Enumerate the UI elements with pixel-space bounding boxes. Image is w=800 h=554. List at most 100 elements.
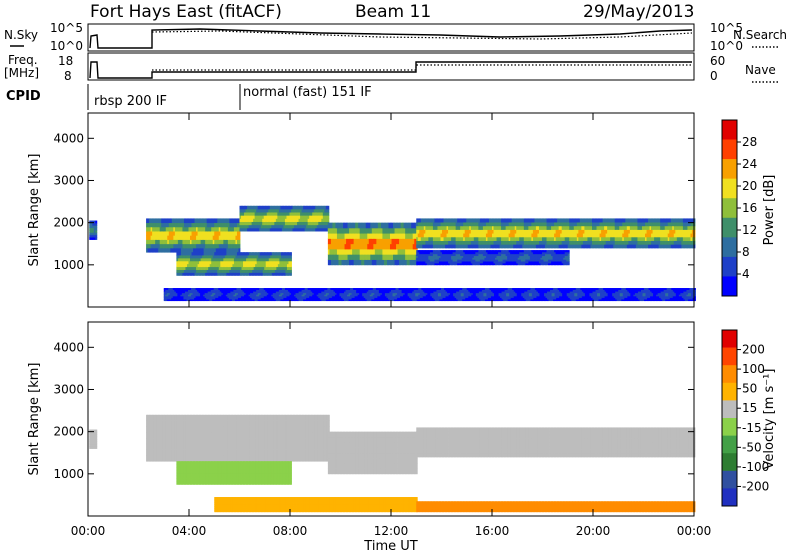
data-cell bbox=[278, 227, 281, 232]
data-cell bbox=[347, 259, 350, 266]
data-cell bbox=[306, 221, 309, 226]
data-cell bbox=[319, 205, 322, 210]
data-cell bbox=[272, 212, 275, 216]
data-cell bbox=[191, 260, 194, 265]
data-cell bbox=[376, 222, 379, 229]
data-cell bbox=[203, 231, 206, 236]
data-cell bbox=[209, 239, 212, 245]
data-cell bbox=[147, 218, 150, 224]
data-cell bbox=[177, 247, 180, 253]
data-cell bbox=[389, 233, 392, 239]
data-cell bbox=[227, 266, 230, 270]
data-cell bbox=[209, 263, 212, 268]
data-cell bbox=[394, 222, 397, 229]
data-cell bbox=[185, 260, 188, 265]
data-cell bbox=[406, 238, 409, 245]
data-cell bbox=[396, 259, 398, 266]
data-cell bbox=[226, 263, 229, 268]
data-cell bbox=[223, 247, 226, 253]
data-cell bbox=[243, 266, 245, 270]
data-cell bbox=[303, 218, 306, 222]
data-cell bbox=[233, 247, 236, 253]
data-cell bbox=[343, 222, 345, 229]
data-cell bbox=[190, 239, 192, 245]
data-cell bbox=[193, 222, 195, 228]
data-cell bbox=[379, 233, 382, 239]
data-cell bbox=[318, 224, 321, 229]
data-cell bbox=[333, 227, 336, 234]
data-cell bbox=[284, 227, 287, 232]
data-cell bbox=[255, 257, 258, 262]
data-cell bbox=[235, 222, 238, 228]
data-cell bbox=[277, 205, 280, 210]
data-cell bbox=[205, 269, 208, 273]
data-cell bbox=[403, 227, 406, 234]
data-cell bbox=[414, 249, 417, 255]
data-cell bbox=[220, 272, 223, 276]
data-cell bbox=[253, 257, 256, 262]
data-cell bbox=[396, 238, 398, 245]
data-cell bbox=[290, 252, 292, 256]
data-cell bbox=[365, 238, 368, 245]
data-cell bbox=[179, 239, 182, 245]
data-cell bbox=[205, 243, 208, 249]
data-cell bbox=[344, 243, 347, 250]
data-cell bbox=[300, 218, 303, 222]
data-cell bbox=[277, 208, 280, 213]
data-cell bbox=[278, 221, 281, 226]
data-cell bbox=[379, 238, 382, 245]
data-cell bbox=[227, 260, 230, 265]
data-cell bbox=[185, 247, 188, 253]
data-cell bbox=[180, 243, 183, 249]
data-cell bbox=[262, 212, 265, 216]
data-cell bbox=[327, 212, 330, 216]
data-cell bbox=[199, 255, 202, 259]
data-cell bbox=[304, 215, 307, 219]
data-cell bbox=[246, 266, 248, 270]
data-cell bbox=[335, 222, 338, 229]
data-cell bbox=[158, 222, 161, 228]
data-cell bbox=[229, 243, 232, 249]
data-cell bbox=[190, 260, 192, 265]
data-cell bbox=[244, 224, 246, 229]
nsky-left-tick-top: 10^5 bbox=[50, 21, 83, 35]
data-cell bbox=[233, 266, 236, 270]
data-cell bbox=[176, 263, 179, 268]
data-cell bbox=[352, 238, 355, 245]
data-cell bbox=[411, 227, 414, 234]
data-cell bbox=[403, 249, 406, 255]
data-cell bbox=[257, 212, 260, 216]
data-cell bbox=[208, 255, 211, 259]
data-cell bbox=[171, 247, 174, 253]
data-cell bbox=[271, 221, 274, 226]
data-cell bbox=[224, 231, 227, 236]
data-cell bbox=[335, 243, 338, 250]
data-cell bbox=[333, 249, 336, 255]
data-cell bbox=[336, 222, 339, 229]
data-cell bbox=[190, 257, 192, 262]
data-cell bbox=[218, 266, 221, 270]
data-cell bbox=[230, 231, 233, 236]
data-cell bbox=[227, 255, 230, 259]
data-cell bbox=[247, 205, 249, 210]
data-cell bbox=[205, 235, 208, 240]
data-cell bbox=[256, 215, 259, 219]
data-cell bbox=[212, 260, 215, 265]
data-cell bbox=[300, 208, 303, 213]
data-cell bbox=[393, 243, 395, 250]
data-cell bbox=[232, 260, 235, 265]
data-cell bbox=[290, 266, 292, 270]
data-cell bbox=[336, 259, 339, 266]
data-cell bbox=[301, 208, 304, 213]
data-cell bbox=[341, 259, 344, 266]
data-cell bbox=[278, 218, 281, 222]
data-cell bbox=[196, 226, 198, 232]
data-cell bbox=[309, 212, 312, 216]
data-cell bbox=[405, 238, 408, 245]
data-cell bbox=[199, 247, 202, 253]
data-cell bbox=[226, 255, 229, 259]
data-cell bbox=[394, 259, 397, 266]
data-cell bbox=[335, 259, 338, 266]
data-cell bbox=[217, 222, 220, 228]
data-cell bbox=[223, 218, 226, 224]
